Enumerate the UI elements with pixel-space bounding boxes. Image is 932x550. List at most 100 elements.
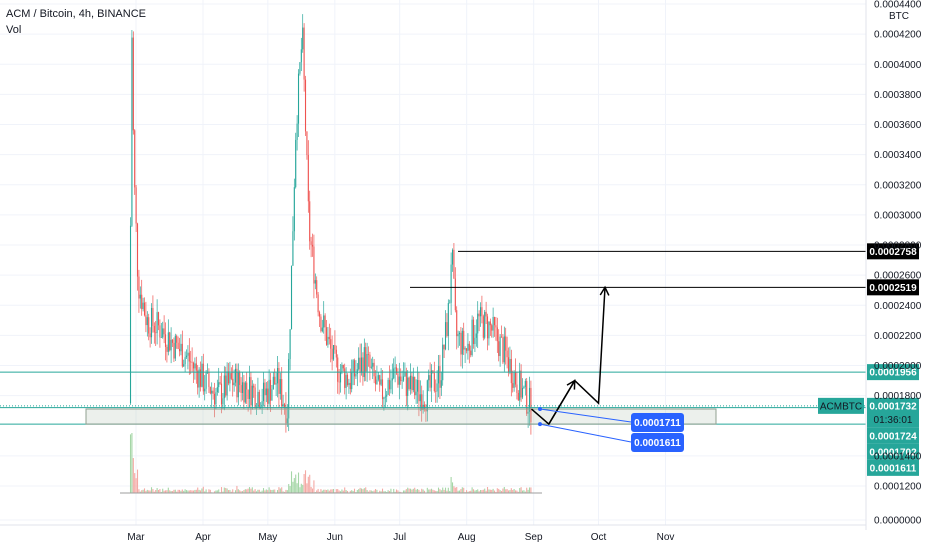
- candle-body: [192, 362, 195, 369]
- candle-body: [360, 357, 363, 373]
- candle-body: [517, 393, 519, 401]
- volume-bar: [369, 490, 371, 493]
- symbol-tag[interactable]: [818, 397, 864, 414]
- axes: 0.0004400 0.0004200 0.0004000 0.0003800 0.00…: [0, 0, 922, 543]
- price-tag-resistance-mid[interactable]: [867, 279, 919, 296]
- candle-body: [145, 315, 147, 326]
- volume-bar: [454, 487, 456, 493]
- volume-bar: [402, 490, 405, 493]
- candle-body: [281, 379, 283, 407]
- candle-body: [467, 343, 469, 351]
- volume-bar: [416, 488, 419, 493]
- candle-body: [254, 387, 256, 408]
- candle-body: [355, 374, 357, 377]
- volume-bar: [526, 487, 528, 493]
- price-tag-level[interactable]: [867, 443, 919, 460]
- price-tick-label: 0.0002600: [874, 271, 922, 282]
- price-tag-green[interactable]: [867, 364, 919, 381]
- price-tag-resistance-mid-text: 0.0002519: [869, 283, 917, 294]
- volume-bar: [432, 489, 434, 493]
- candle-body: [526, 381, 528, 414]
- candle-body: [481, 307, 483, 317]
- candle-body: [250, 377, 252, 406]
- candle-body: [435, 391, 437, 392]
- candle-body: [442, 344, 444, 381]
- candle-body: [521, 388, 524, 398]
- projection-path[interactable]: [531, 287, 606, 426]
- candle-body: [325, 327, 328, 345]
- volume-bar: [409, 488, 412, 493]
- price-tag-level[interactable]: [867, 427, 919, 444]
- volume-bar: [388, 491, 391, 493]
- candle-body: [407, 377, 409, 396]
- candle-body: [288, 359, 290, 419]
- volume-bar: [407, 487, 409, 493]
- time-tick-label: Aug: [458, 532, 476, 543]
- candle-body: [507, 357, 510, 373]
- candle-body: [202, 363, 204, 392]
- candle-body: [394, 367, 396, 369]
- candle-body: [314, 280, 316, 284]
- volume-bar: [346, 490, 349, 493]
- price-callout[interactable]: [631, 433, 684, 452]
- volume-bar: [257, 489, 259, 493]
- volume-bar: [342, 490, 344, 493]
- candle-body: [285, 406, 287, 424]
- candle-body: [461, 330, 463, 355]
- volume-label[interactable]: Vol: [6, 24, 22, 36]
- candle-body: [496, 327, 498, 342]
- candle-body: [414, 376, 416, 396]
- volume-bar: [335, 489, 337, 493]
- price-tick-label: 0.0003200: [874, 180, 922, 191]
- volume-bar: [247, 488, 249, 493]
- candle-body: [185, 355, 188, 358]
- candle-body: [374, 376, 377, 385]
- volume-bar: [134, 473, 136, 493]
- volume-bar: [496, 488, 498, 493]
- volume-bar: [208, 489, 210, 493]
- volume-bar: [503, 486, 505, 493]
- support-zone[interactable]: [85, 408, 717, 425]
- candle-body: [492, 316, 494, 331]
- candle-body: [440, 380, 442, 388]
- volume-bar: [468, 491, 470, 493]
- candle-body: [209, 386, 211, 394]
- candle-body: [514, 372, 517, 385]
- volume-bar: [163, 490, 165, 493]
- candle-body: [264, 382, 266, 396]
- volume-bar: [352, 490, 354, 493]
- volume-bar: [150, 487, 153, 493]
- volume-bar: [470, 490, 472, 493]
- volume-bar: [465, 490, 468, 493]
- candle-body: [188, 352, 190, 362]
- candle-body: [166, 346, 168, 352]
- volume-bar: [286, 490, 288, 493]
- candle-body: [465, 348, 468, 351]
- candle-body: [388, 379, 391, 390]
- price-tick-label: 0.0002200: [874, 331, 922, 342]
- volume-bar: [321, 490, 323, 493]
- symbol-title[interactable]: ACM / Bitcoin, 4h, BINANCE: [6, 8, 146, 20]
- candle-body: [313, 246, 315, 284]
- volume-bar: [358, 489, 360, 493]
- candle-body: [505, 336, 507, 351]
- candle-body: [215, 392, 217, 405]
- volume-bar: [169, 490, 171, 493]
- volume-bar: [370, 490, 372, 493]
- price-tag-resistance-high[interactable]: [867, 243, 919, 260]
- candle-body: [205, 372, 207, 389]
- volume-bar: [530, 487, 532, 493]
- price-tag-current[interactable]: [867, 397, 919, 428]
- volume-bar: [185, 490, 188, 493]
- volume-bar: [307, 476, 309, 493]
- time-tick-label: Sep: [525, 532, 543, 543]
- candle-body: [276, 367, 279, 384]
- candle-body: [198, 369, 200, 388]
- volume-bar: [415, 489, 417, 493]
- volume-bar: [397, 490, 399, 493]
- price-tag-level[interactable]: [867, 459, 919, 476]
- price-callout[interactable]: [631, 413, 684, 432]
- volume-bar: [341, 489, 343, 493]
- candle-body: [485, 311, 487, 317]
